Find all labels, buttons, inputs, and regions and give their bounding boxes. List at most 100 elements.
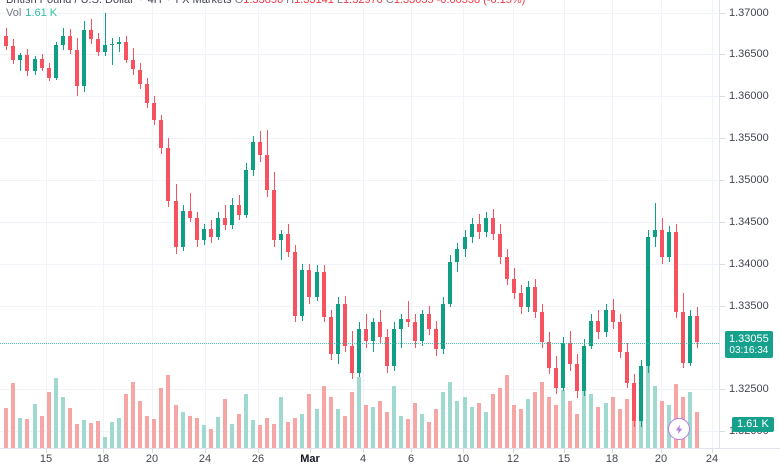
current-price-line xyxy=(0,343,719,344)
bar-countdown: 03:16:34 xyxy=(729,345,769,356)
legend-exchange: FX Markets xyxy=(175,0,232,6)
candle-body xyxy=(695,315,699,343)
candle-body xyxy=(434,329,438,350)
candle-body xyxy=(251,142,255,170)
volume-bar xyxy=(695,412,699,448)
current-price-badge[interactable]: 1.33055 03:16:34 xyxy=(725,331,773,358)
price-axis-tick xyxy=(720,180,725,181)
candle-body xyxy=(681,312,685,363)
price-axis-tick xyxy=(720,138,725,139)
volume-bar xyxy=(427,422,431,448)
candle-body xyxy=(244,169,248,216)
grid-line-vertical xyxy=(363,0,364,448)
candle-body xyxy=(688,315,692,363)
volume-bar xyxy=(188,416,192,448)
candle-body xyxy=(427,314,431,330)
candle-body xyxy=(82,30,86,87)
volume-bar xyxy=(477,403,481,448)
price-axis-label: 1.35500 xyxy=(729,132,769,144)
volume-bar xyxy=(547,397,551,448)
candle-body xyxy=(526,287,530,308)
legend-low-value: 1.32970 xyxy=(343,0,383,6)
legend-close-value: 1.33055 xyxy=(393,0,434,6)
legend-close-key: C xyxy=(385,0,394,6)
candle-body xyxy=(484,217,488,232)
candle-body xyxy=(188,211,192,218)
candle-body xyxy=(75,50,79,87)
legend-interval[interactable]: 4H xyxy=(147,0,162,6)
candle-body xyxy=(61,36,65,46)
time-axis-tick xyxy=(411,449,412,453)
legend-change-abs: -0.00558 xyxy=(436,0,481,6)
volume-bar xyxy=(61,397,65,448)
candle-body xyxy=(547,342,551,369)
price-axis[interactable]: 1.37000 1.36500 1.36000 1.35500 1.35000 1.345… xyxy=(719,0,780,448)
candle-wick xyxy=(190,192,191,222)
candle-body xyxy=(378,322,382,338)
candle-body xyxy=(343,303,347,346)
volume-bar xyxy=(343,416,347,448)
legend-low-key: L xyxy=(336,0,344,6)
grid-line-horizontal xyxy=(0,222,719,223)
current-price-value: 1.33055 xyxy=(729,333,769,345)
lightning-bolt-icon[interactable] xyxy=(668,418,690,440)
grid-line-vertical xyxy=(46,0,47,448)
time-axis-tick xyxy=(258,449,259,453)
candle-body xyxy=(448,262,452,304)
volume-bar xyxy=(357,377,361,448)
volume-bar xyxy=(286,422,290,448)
candle-body xyxy=(237,205,241,216)
candle-body xyxy=(364,329,368,341)
grid-line-vertical xyxy=(103,0,104,448)
volume-bar xyxy=(336,409,340,448)
time-axis[interactable]: 15 18 20 24 26 Mar 4 6 10 12 15 18 20 24 xyxy=(0,448,780,471)
candle-body xyxy=(625,351,629,383)
volume-bar xyxy=(89,423,93,448)
volume-bar xyxy=(251,420,255,448)
volume-bar xyxy=(498,388,502,448)
volume-bar xyxy=(279,397,283,448)
volume-bar xyxy=(660,401,664,448)
price-axis-tick xyxy=(720,13,725,14)
volume-bar xyxy=(131,382,135,448)
volume-bar xyxy=(75,424,79,448)
candle-body xyxy=(463,236,467,249)
volume-bar xyxy=(420,414,424,448)
candle-body xyxy=(561,343,565,388)
volume-bar xyxy=(216,417,220,448)
time-axis-tick xyxy=(103,449,104,453)
volume-bar xyxy=(653,386,657,448)
price-axis-label: 1.34500 xyxy=(729,216,769,228)
candle-body xyxy=(420,314,424,341)
candle-body xyxy=(533,287,537,313)
legend-separator-1: · xyxy=(138,0,143,6)
volume-bar xyxy=(300,414,304,448)
chart-pane[interactable] xyxy=(0,0,719,448)
time-axis-tick xyxy=(363,449,364,453)
grid-line-vertical xyxy=(411,0,412,448)
volume-value-badge[interactable]: 1.61 K xyxy=(732,417,774,432)
candle-body xyxy=(4,36,8,47)
volume-bar xyxy=(166,375,170,448)
volume-bar xyxy=(505,375,509,448)
candle-body xyxy=(195,217,199,241)
grid-line-horizontal xyxy=(0,13,719,14)
time-axis-tick xyxy=(564,449,565,453)
volume-bar xyxy=(385,412,389,448)
volume-bar xyxy=(625,399,629,448)
volume-legend-value: 1.61 K xyxy=(25,7,58,19)
volume-bar xyxy=(96,421,100,448)
time-axis-tick xyxy=(463,449,464,453)
time-axis-tick xyxy=(46,449,47,453)
candle-body xyxy=(336,303,340,355)
candle-body xyxy=(96,38,100,52)
grid-line-horizontal xyxy=(0,264,719,265)
time-axis-tick xyxy=(205,449,206,453)
candle-body xyxy=(512,278,516,294)
volume-bar xyxy=(618,409,622,448)
legend-symbol[interactable]: British Pound / U.S. Dollar xyxy=(6,0,134,6)
time-axis-label: 4 xyxy=(359,453,367,465)
volume-bar xyxy=(202,425,206,448)
candle-body xyxy=(54,45,58,78)
